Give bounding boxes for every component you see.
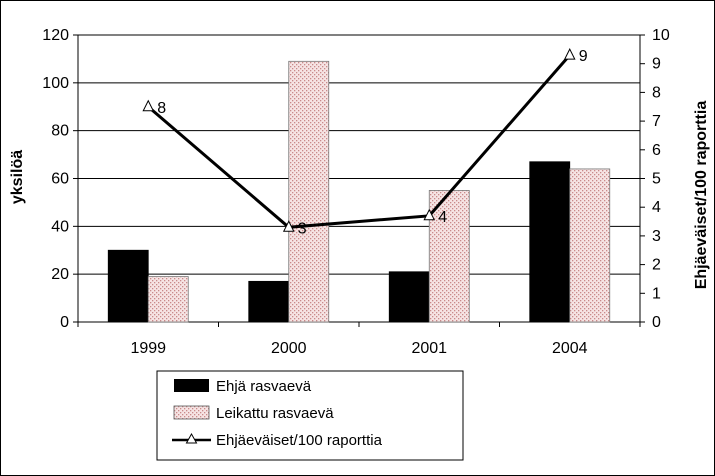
data-label: 8 — [157, 100, 166, 117]
bar-ehja — [107, 249, 149, 323]
bar-leikattu — [428, 190, 470, 323]
y2-tick-label: 0 — [652, 314, 661, 331]
y-axis-title: yksilöä — [9, 150, 26, 204]
bars — [107, 60, 611, 323]
bar-leikattu — [288, 60, 330, 323]
y-tick-label: 40 — [51, 218, 69, 235]
line-series: 8 3 4 9 — [142, 47, 588, 237]
triangle-marker-icon — [282, 220, 295, 232]
y2-tick-label: 1 — [652, 285, 661, 302]
y2-tick-label: 4 — [652, 199, 661, 216]
legend-triangle-icon — [185, 432, 198, 444]
data-label: 9 — [579, 48, 588, 65]
data-label: 3 — [298, 220, 307, 237]
x-tick-label: 2000 — [271, 340, 307, 357]
bar-ehja — [388, 271, 430, 323]
y2-tick-label: 7 — [652, 113, 661, 130]
data-label: 4 — [438, 209, 447, 226]
triangle-marker-icon — [423, 208, 436, 221]
y-tick-label: 100 — [42, 75, 69, 92]
y2-tick-label: 10 — [652, 27, 670, 44]
bar-leikattu — [147, 276, 189, 323]
y2-tick-label: 6 — [652, 142, 661, 159]
y-tick-label: 20 — [51, 266, 69, 283]
legend: Ehjä rasvaevä Leikattu rasvaevä Ehjäeväi… — [156, 370, 464, 461]
bar-ehja — [248, 280, 290, 323]
ratio-line — [147, 54, 571, 229]
legend-swatch-ehja — [174, 379, 209, 392]
legend-label-ehja: Ehjä rasvaevä — [216, 378, 312, 395]
triangle-marker-icon — [563, 47, 576, 60]
legend-label-leikattu: Leikattu rasvaevä — [216, 405, 334, 422]
bar-leikattu — [569, 168, 611, 323]
y2-tick-label: 9 — [652, 56, 661, 73]
y-tick-label: 120 — [42, 27, 69, 44]
x-tick-label: 1999 — [130, 340, 166, 357]
y2-tick-label: 3 — [652, 228, 661, 245]
x-tick-label: 2004 — [552, 340, 588, 357]
y2-axis-title: Ehjäeväiset/100 raporttia — [693, 101, 710, 290]
y-tick-label: 80 — [51, 123, 69, 140]
x-tick-label: 2001 — [411, 340, 447, 357]
y-tick-label: 60 — [51, 171, 69, 188]
triangle-marker-icon — [142, 99, 155, 112]
bar-ehja — [529, 161, 571, 323]
y-tick-label: 0 — [60, 314, 69, 331]
legend-swatch-leikattu — [173, 405, 210, 420]
axes: 0 20 40 60 80 100 120 0 1 2 3 4 5 6 7 8 9 10 1999 2000 2001 2… — [42, 27, 670, 357]
y2-tick-label: 8 — [652, 84, 661, 101]
legend-label-ratio: Ehjäeväiset/100 raporttia — [216, 432, 383, 449]
y2-tick-label: 5 — [652, 171, 661, 188]
y2-tick-label: 2 — [652, 257, 661, 274]
